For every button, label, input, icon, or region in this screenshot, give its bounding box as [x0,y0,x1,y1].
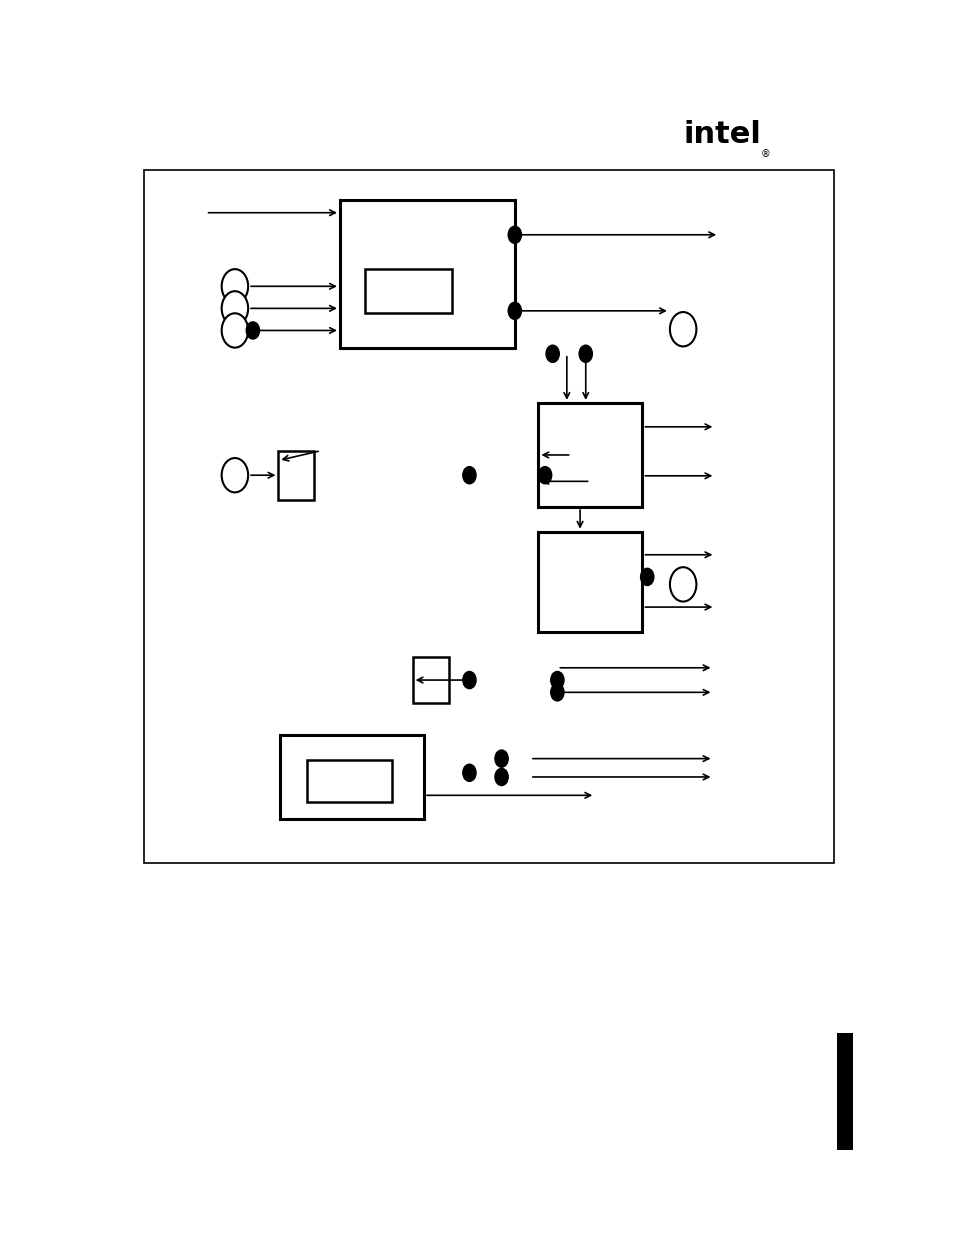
Bar [280,735,423,819]
Circle shape [537,467,551,484]
Circle shape [508,303,521,320]
Circle shape [495,750,508,767]
Circle shape [221,269,248,304]
Text: intel: intel [682,120,760,149]
Circle shape [462,764,476,782]
Circle shape [669,567,696,601]
Circle shape [221,314,248,347]
Circle shape [639,568,653,585]
Circle shape [508,226,521,243]
Bar [837,1034,853,1150]
Bar [339,200,515,347]
Circle shape [221,291,248,326]
Bar [537,403,641,508]
Circle shape [550,684,563,701]
Bar [365,269,452,314]
Circle shape [246,322,259,340]
Text: ®: ® [760,148,770,159]
Circle shape [462,467,476,484]
Circle shape [550,672,563,689]
Circle shape [578,345,592,362]
Circle shape [669,312,696,346]
Circle shape [462,672,476,689]
Bar [307,760,392,802]
Bar [413,657,448,704]
Bar [537,531,641,632]
Circle shape [545,345,558,362]
Circle shape [221,458,248,493]
Bar [278,451,314,500]
Circle shape [495,768,508,785]
Bar [144,169,834,863]
